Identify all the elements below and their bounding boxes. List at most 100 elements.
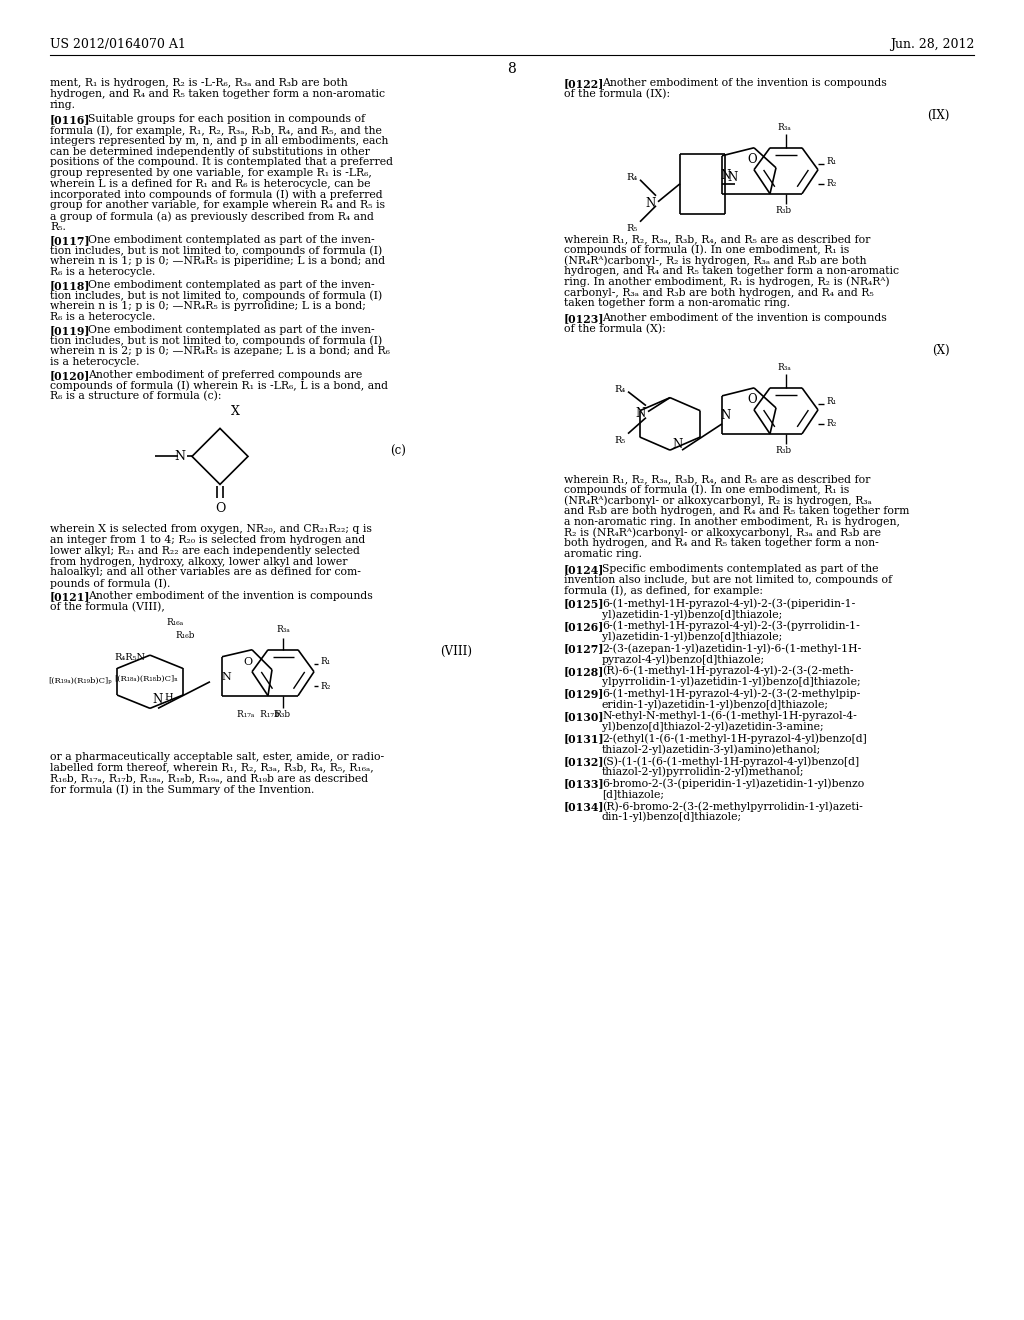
Text: Suitable groups for each position in compounds of: Suitable groups for each position in com… [88, 115, 366, 124]
Text: [0127]: [0127] [564, 643, 604, 655]
Text: R₂: R₂ [826, 420, 837, 429]
Text: O: O [244, 657, 253, 667]
Text: wherein L is a defined for R₁ and R₆ is heterocycle, can be: wherein L is a defined for R₁ and R₆ is … [50, 180, 371, 189]
Text: R₁₇ₐ  R₁₇b: R₁₇ₐ R₁₇b [237, 710, 280, 719]
Text: (NR₄Rᴬ)carbonyl- or alkoxycarbonyl, R₂ is hydrogen, R₃ₐ: (NR₄Rᴬ)carbonyl- or alkoxycarbonyl, R₂ i… [564, 495, 871, 506]
Text: group for another variable, for example wherein R₄ and R₅ is: group for another variable, for example … [50, 201, 385, 210]
Text: [0122]: [0122] [564, 78, 604, 88]
Text: R₆ is a heterocycle.: R₆ is a heterocycle. [50, 267, 156, 277]
Text: for formula (I) in the Summary of the Invention.: for formula (I) in the Summary of the In… [50, 784, 314, 795]
Text: [d]thiazole;: [d]thiazole; [602, 789, 664, 800]
Text: R₅: R₅ [614, 436, 626, 445]
Text: (IX): (IX) [928, 108, 950, 121]
Text: [0134]: [0134] [564, 801, 604, 812]
Text: One embodiment contemplated as part of the inven-: One embodiment contemplated as part of t… [88, 280, 375, 290]
Text: N: N [636, 407, 646, 420]
Text: [0119]: [0119] [50, 325, 90, 335]
Text: 6-bromo-2-(3-(piperidin-1-yl)azetidin-1-yl)benzo: 6-bromo-2-(3-(piperidin-1-yl)azetidin-1-… [602, 779, 864, 789]
Text: (S)-(1-(1-(6-(1-methyl-1H-pyrazol-4-yl)benzo[d]: (S)-(1-(1-(6-(1-methyl-1H-pyrazol-4-yl)b… [602, 756, 859, 767]
Text: is a heterocycle.: is a heterocycle. [50, 358, 139, 367]
Text: hydrogen, and R₄ and R₅ taken together form a non-aromatic: hydrogen, and R₄ and R₅ taken together f… [50, 88, 385, 99]
Text: [0133]: [0133] [564, 779, 604, 789]
Text: R₂ is (NR₄Rᴬ)carbonyl- or alkoxycarbonyl, R₃ₐ and R₃b are: R₂ is (NR₄Rᴬ)carbonyl- or alkoxycarbonyl… [564, 528, 881, 539]
Text: Specific embodiments contemplated as part of the: Specific embodiments contemplated as par… [602, 564, 879, 574]
Text: thiazol-2-yl)azetidin-3-yl)amino)ethanol;: thiazol-2-yl)azetidin-3-yl)amino)ethanol… [602, 744, 821, 755]
Text: 2-(3-(azepan-1-yl)azetidin-1-yl)-6-(1-methyl-1H-: 2-(3-(azepan-1-yl)azetidin-1-yl)-6-(1-me… [602, 643, 861, 653]
Text: N: N [721, 169, 731, 182]
Text: 6-(1-methyl-1H-pyrazol-4-yl)-2-(3-(piperidin-1-: 6-(1-methyl-1H-pyrazol-4-yl)-2-(3-(piper… [602, 598, 855, 609]
Text: 6-(1-methyl-1H-pyrazol-4-yl)-2-(3-(2-methylpip-: 6-(1-methyl-1H-pyrazol-4-yl)-2-(3-(2-met… [602, 689, 860, 700]
Text: a non-aromatic ring. In another embodiment, R₁ is hydrogen,: a non-aromatic ring. In another embodime… [564, 517, 900, 527]
Text: R₁₆b: R₁₆b [175, 631, 195, 640]
Text: yl)azetidin-1-yl)benzo[d]thiazole;: yl)azetidin-1-yl)benzo[d]thiazole; [602, 609, 782, 619]
Text: lower alkyl; R₂₁ and R₂₂ are each independently selected: lower alkyl; R₂₁ and R₂₂ are each indepe… [50, 546, 359, 556]
Text: (VIII): (VIII) [440, 645, 472, 659]
Text: X: X [231, 405, 240, 418]
Text: a group of formula (a) as previously described from R₄ and: a group of formula (a) as previously des… [50, 211, 374, 222]
Text: N: N [721, 409, 731, 422]
Text: R₃ₐ: R₃ₐ [276, 624, 290, 634]
Text: [0128]: [0128] [564, 665, 604, 677]
Text: R₂: R₂ [826, 180, 837, 189]
Text: carbonyl-, R₃ₐ and R₃b are both hydrogen, and R₄ and R₅: carbonyl-, R₃ₐ and R₃b are both hydrogen… [564, 288, 873, 297]
Text: yl)benzo[d]thiazol-2-yl)azetidin-3-amine;: yl)benzo[d]thiazol-2-yl)azetidin-3-amine… [602, 722, 823, 733]
Text: R₄: R₄ [627, 173, 638, 182]
Text: O: O [748, 393, 757, 407]
Text: R₁₆b, R₁₇ₐ, R₁₇b, R₁₈ₐ, R₁₈b, R₁₉ₐ, and R₁₉b are as described: R₁₆b, R₁₇ₐ, R₁₇b, R₁₈ₐ, R₁₈b, R₁₉ₐ, and … [50, 774, 368, 783]
Text: compounds of formula (I). In one embodiment, R₁ is: compounds of formula (I). In one embodim… [564, 484, 849, 495]
Text: N: N [152, 693, 162, 706]
Text: wherein n is 1; p is 0; —NR₄R₅ is piperidine; L is a bond; and: wherein n is 1; p is 0; —NR₄R₅ is piperi… [50, 256, 385, 267]
Text: [0132]: [0132] [564, 756, 604, 767]
Text: haloalkyl; and all other variables are as defined for com-: haloalkyl; and all other variables are a… [50, 568, 360, 577]
Text: an integer from 1 to 4; R₂₀ is selected from hydrogen and: an integer from 1 to 4; R₂₀ is selected … [50, 535, 366, 545]
Text: R₄R₅N: R₄R₅N [114, 652, 145, 661]
Text: [0116]: [0116] [50, 115, 90, 125]
Text: invention also include, but are not limited to, compounds of: invention also include, but are not limi… [564, 574, 892, 585]
Text: of the formula (X):: of the formula (X): [564, 323, 666, 334]
Text: [0118]: [0118] [50, 280, 90, 290]
Text: and R₃b are both hydrogen, and R₄ and R₅ taken together form: and R₃b are both hydrogen, and R₄ and R₅… [564, 506, 909, 516]
Text: wherein X is selected from oxygen, NR₂₀, and CR₂₁R₂₂; q is: wherein X is selected from oxygen, NR₂₀,… [50, 524, 372, 535]
Text: of the formula (IX):: of the formula (IX): [564, 88, 670, 99]
Text: wherein n is 2; p is 0; —NR₄R₅ is azepane; L is a bond; and R₆: wherein n is 2; p is 0; —NR₄R₅ is azepan… [50, 346, 390, 356]
Text: din-1-yl)benzo[d]thiazole;: din-1-yl)benzo[d]thiazole; [602, 812, 742, 822]
Text: [0129]: [0129] [564, 689, 604, 700]
Text: pounds of formula (I).: pounds of formula (I). [50, 578, 170, 589]
Text: integers represented by m, n, and p in all embodiments, each: integers represented by m, n, and p in a… [50, 136, 388, 145]
Text: N: N [221, 672, 230, 681]
Text: O: O [215, 503, 225, 515]
Text: (c): (c) [390, 445, 406, 458]
Text: group represented by one variable, for example R₁ is -LR₆,: group represented by one variable, for e… [50, 168, 372, 178]
Text: ment, R₁ is hydrogen, R₂ is -L-R₆, R₃ₐ and R₃b are both: ment, R₁ is hydrogen, R₂ is -L-R₆, R₃ₐ a… [50, 78, 348, 88]
Text: or a pharmaceutically acceptable salt, ester, amide, or radio-: or a pharmaceutically acceptable salt, e… [50, 752, 384, 762]
Text: ring. In another embodiment, R₁ is hydrogen, R₂ is (NR₄Rᴬ): ring. In another embodiment, R₁ is hydro… [564, 277, 890, 288]
Text: R₅.: R₅. [50, 222, 66, 232]
Text: R₁: R₁ [319, 657, 331, 667]
Text: 8: 8 [508, 62, 516, 77]
Text: [0131]: [0131] [564, 734, 604, 744]
Text: 2-(ethyl(1-(6-(1-methyl-1H-pyrazol-4-yl)benzo[d]: 2-(ethyl(1-(6-(1-methyl-1H-pyrazol-4-yl)… [602, 734, 866, 744]
Text: One embodiment contemplated as part of the inven-: One embodiment contemplated as part of t… [88, 235, 375, 244]
Text: compounds of formula (I) wherein R₁ is -LR₆, L is a bond, and: compounds of formula (I) wherein R₁ is -… [50, 380, 388, 391]
Text: of the formula (VIII),: of the formula (VIII), [50, 602, 165, 612]
Text: incorporated into compounds of formula (I) with a preferred: incorporated into compounds of formula (… [50, 190, 383, 201]
Text: N: N [174, 450, 185, 463]
Text: from hydrogen, hydroxy, alkoxy, lower alkyl and lower: from hydrogen, hydroxy, alkoxy, lower al… [50, 557, 347, 566]
Text: eridin-1-yl)azetidin-1-yl)benzo[d]thiazole;: eridin-1-yl)azetidin-1-yl)benzo[d]thiazo… [602, 700, 829, 710]
Text: O: O [748, 153, 757, 166]
Text: [0125]: [0125] [564, 598, 604, 610]
Text: taken together form a non-aromatic ring.: taken together form a non-aromatic ring. [564, 298, 791, 309]
Text: [0126]: [0126] [564, 620, 604, 632]
Text: can be determined independently of substitutions in other: can be determined independently of subst… [50, 147, 370, 157]
Text: ylpyrrolidin-1-yl)azetidin-1-yl)benzo[d]thiazole;: ylpyrrolidin-1-yl)azetidin-1-yl)benzo[d]… [602, 677, 860, 688]
Text: [0120]: [0120] [50, 370, 90, 381]
Text: R₁: R₁ [826, 157, 837, 166]
Text: R₃ₐ: R₃ₐ [777, 123, 791, 132]
Text: [0117]: [0117] [50, 235, 91, 246]
Text: Another embodiment of preferred compounds are: Another embodiment of preferred compound… [88, 370, 362, 380]
Text: (X): (X) [933, 345, 950, 356]
Text: tion includes, but is not limited to, compounds of formula (I): tion includes, but is not limited to, co… [50, 335, 382, 346]
Text: labelled form thereof, wherein R₁, R₂, R₃ₐ, R₃b, R₄, R₅, R₁₆ₐ,: labelled form thereof, wherein R₁, R₂, R… [50, 763, 374, 772]
Text: N-ethyl-N-methyl-1-(6-(1-methyl-1H-pyrazol-4-: N-ethyl-N-methyl-1-(6-(1-methyl-1H-pyraz… [602, 711, 857, 722]
Text: tion includes, but is not limited to, compounds of formula (I): tion includes, but is not limited to, co… [50, 246, 382, 256]
